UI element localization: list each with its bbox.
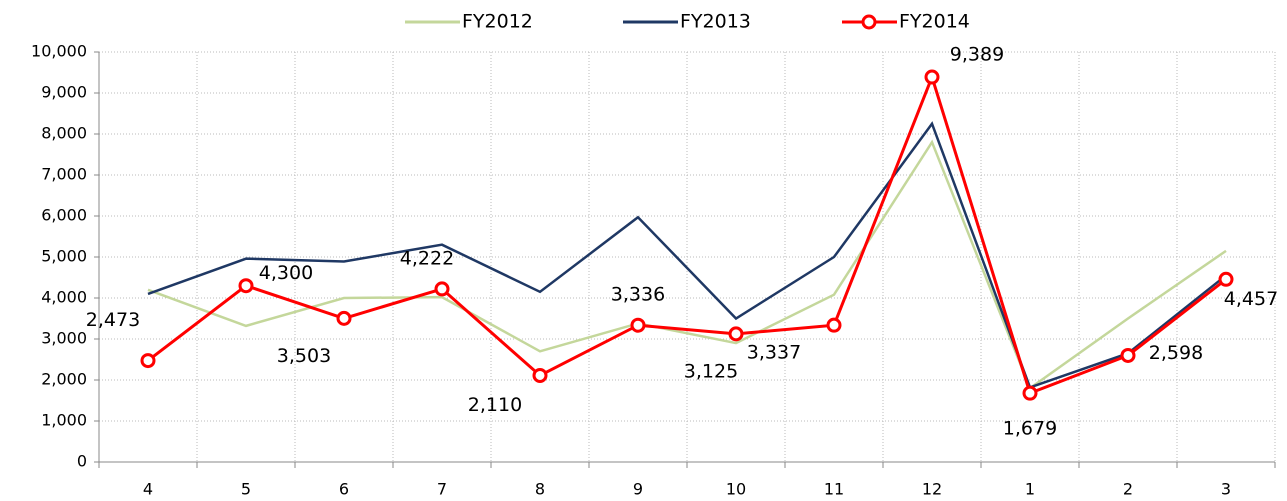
- y-tick-label: 10,000: [31, 42, 87, 61]
- marker: [238, 278, 254, 294]
- data-label: 4,300: [259, 262, 313, 284]
- marker: [336, 310, 352, 326]
- data-label: 4,457: [1224, 288, 1278, 310]
- x-tick-label: 10: [726, 480, 746, 499]
- x-tick-label: 4: [143, 480, 153, 499]
- marker: [826, 317, 842, 333]
- marker: [924, 69, 940, 85]
- marker: [1120, 347, 1136, 363]
- x-tick-label: 2: [1123, 480, 1133, 499]
- x-tick-label: 8: [535, 480, 545, 499]
- data-label: 2,110: [468, 394, 522, 416]
- series-line: [147, 139, 1227, 391]
- marker: [532, 367, 548, 383]
- y-tick-label: 3,000: [41, 329, 87, 348]
- x-tick-label: 3: [1221, 480, 1231, 499]
- marker: [1022, 385, 1038, 401]
- series-line: [147, 72, 1227, 396]
- marker: [728, 326, 744, 342]
- y-tick-label: 0: [77, 452, 87, 471]
- legend-label: FY2014: [899, 11, 970, 33]
- x-tick-label: 11: [824, 480, 844, 499]
- y-tick-label: 9,000: [41, 83, 87, 102]
- legend-label: FY2013: [680, 11, 751, 33]
- x-tick-label: 5: [241, 480, 251, 499]
- x-tick-label: 9: [633, 480, 643, 499]
- data-label: 3,503: [277, 345, 331, 367]
- marker: [630, 317, 646, 333]
- data-label: 3,336: [611, 284, 665, 306]
- y-tick-label: 2,000: [41, 370, 87, 389]
- y-tick-label: 1,000: [41, 411, 87, 430]
- y-tick-label: 6,000: [41, 206, 87, 225]
- y-tick-label: 7,000: [41, 165, 87, 184]
- series-line: [147, 121, 1227, 389]
- legend-label: FY2012: [462, 11, 533, 33]
- x-tick-label: 6: [339, 480, 349, 499]
- marker: [140, 353, 156, 369]
- marker: [1218, 271, 1234, 287]
- data-label: 3,125: [684, 360, 738, 382]
- data-label: 2,473: [86, 309, 140, 331]
- x-tick-label: 12: [922, 480, 942, 499]
- legend-marker: [861, 14, 877, 30]
- y-tick-label: 4,000: [41, 288, 87, 307]
- x-tick-label: 7: [437, 480, 447, 499]
- y-tick-label: 8,000: [41, 124, 87, 143]
- data-label: 9,389: [950, 44, 1004, 66]
- y-tick-label: 5,000: [41, 247, 87, 266]
- data-label: 3,337: [747, 342, 801, 364]
- x-tick-label: 1: [1025, 480, 1035, 499]
- data-label: 2,598: [1149, 342, 1203, 364]
- data-label: 4,222: [400, 247, 454, 269]
- marker: [434, 281, 450, 297]
- data-label: 1,679: [1003, 418, 1057, 440]
